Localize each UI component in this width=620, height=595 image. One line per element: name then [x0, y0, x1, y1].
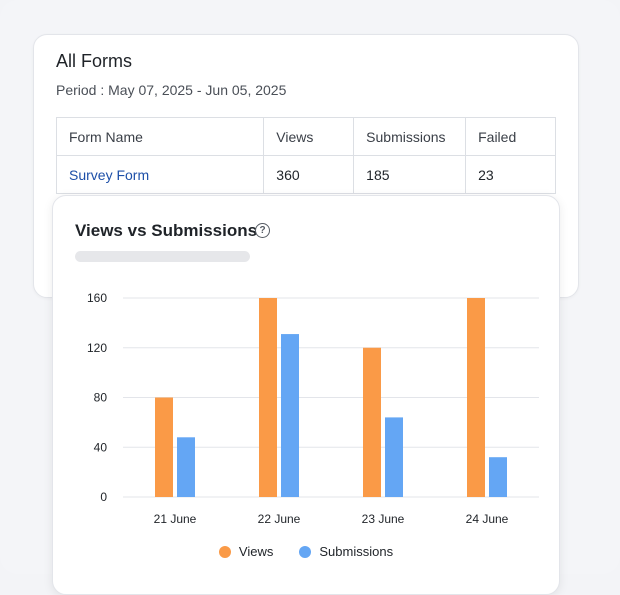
submissions-bar: [281, 334, 299, 497]
legend-label-submissions: Submissions: [319, 544, 394, 559]
column-header-submissions: Submissions: [353, 117, 467, 156]
help-icon[interactable]: ?: [255, 223, 270, 238]
x-tick-label: 24 June: [466, 512, 509, 526]
legend-label-views: Views: [238, 544, 274, 559]
all-forms-card: All Forms Period : May 07, 2025 - Jun 05…: [33, 34, 579, 298]
y-tick-label: 0: [100, 490, 107, 504]
table-row: Survey Form 360 185 23: [55, 155, 556, 194]
y-tick-label: 40: [94, 440, 108, 454]
column-header-form-name: Form Name: [55, 117, 265, 156]
period-label: Period : May 07, 2025 - Jun 05, 2025: [56, 82, 287, 98]
x-tick-label: 23 June: [362, 512, 405, 526]
y-tick-label: 80: [94, 391, 108, 405]
submissions-bar: [177, 437, 195, 497]
table-header-row: Form Name Views Submissions Failed: [55, 117, 556, 156]
y-tick-label: 120: [87, 341, 107, 355]
views-cell: 360: [263, 155, 355, 194]
legend-item-views[interactable]: Views: [218, 544, 274, 559]
x-tick-label: 22 June: [258, 512, 301, 526]
views-bar: [363, 347, 381, 497]
x-tick-label: 21 June: [154, 512, 197, 526]
column-header-failed: Failed: [465, 117, 556, 156]
views-bar: [467, 298, 485, 497]
chart-legend: Views Submissions: [53, 544, 559, 559]
chart-title: Views vs Submissions: [75, 221, 258, 240]
y-tick-label: 160: [87, 291, 107, 305]
form-name-cell[interactable]: Survey Form: [55, 155, 265, 194]
submissions-legend-dot: [299, 545, 312, 558]
column-header-views: Views: [263, 117, 355, 156]
submissions-cell: 185: [353, 155, 467, 194]
survey-form-link[interactable]: Survey Form: [69, 166, 150, 183]
legend-item-submissions[interactable]: Submissions: [299, 544, 393, 559]
loading-placeholder-bar: [75, 251, 250, 262]
submissions-bar: [385, 417, 403, 497]
failed-cell: 23: [465, 155, 556, 194]
views-bar: [155, 397, 173, 497]
views-bar: [259, 298, 277, 497]
forms-card-title: All Forms: [56, 51, 132, 71]
views-vs-submissions-card: Views vs Submissions ? 0 40 80 120 160 21 Jun…: [52, 195, 560, 595]
views-legend-dot: [218, 545, 231, 558]
submissions-bar: [489, 457, 507, 497]
forms-table: Form Name Views Submissions Failed Surve…: [55, 117, 556, 194]
bar-chart: 0 40 80 120 160 21 June 22 June 23 June 24 June: [87, 291, 539, 526]
